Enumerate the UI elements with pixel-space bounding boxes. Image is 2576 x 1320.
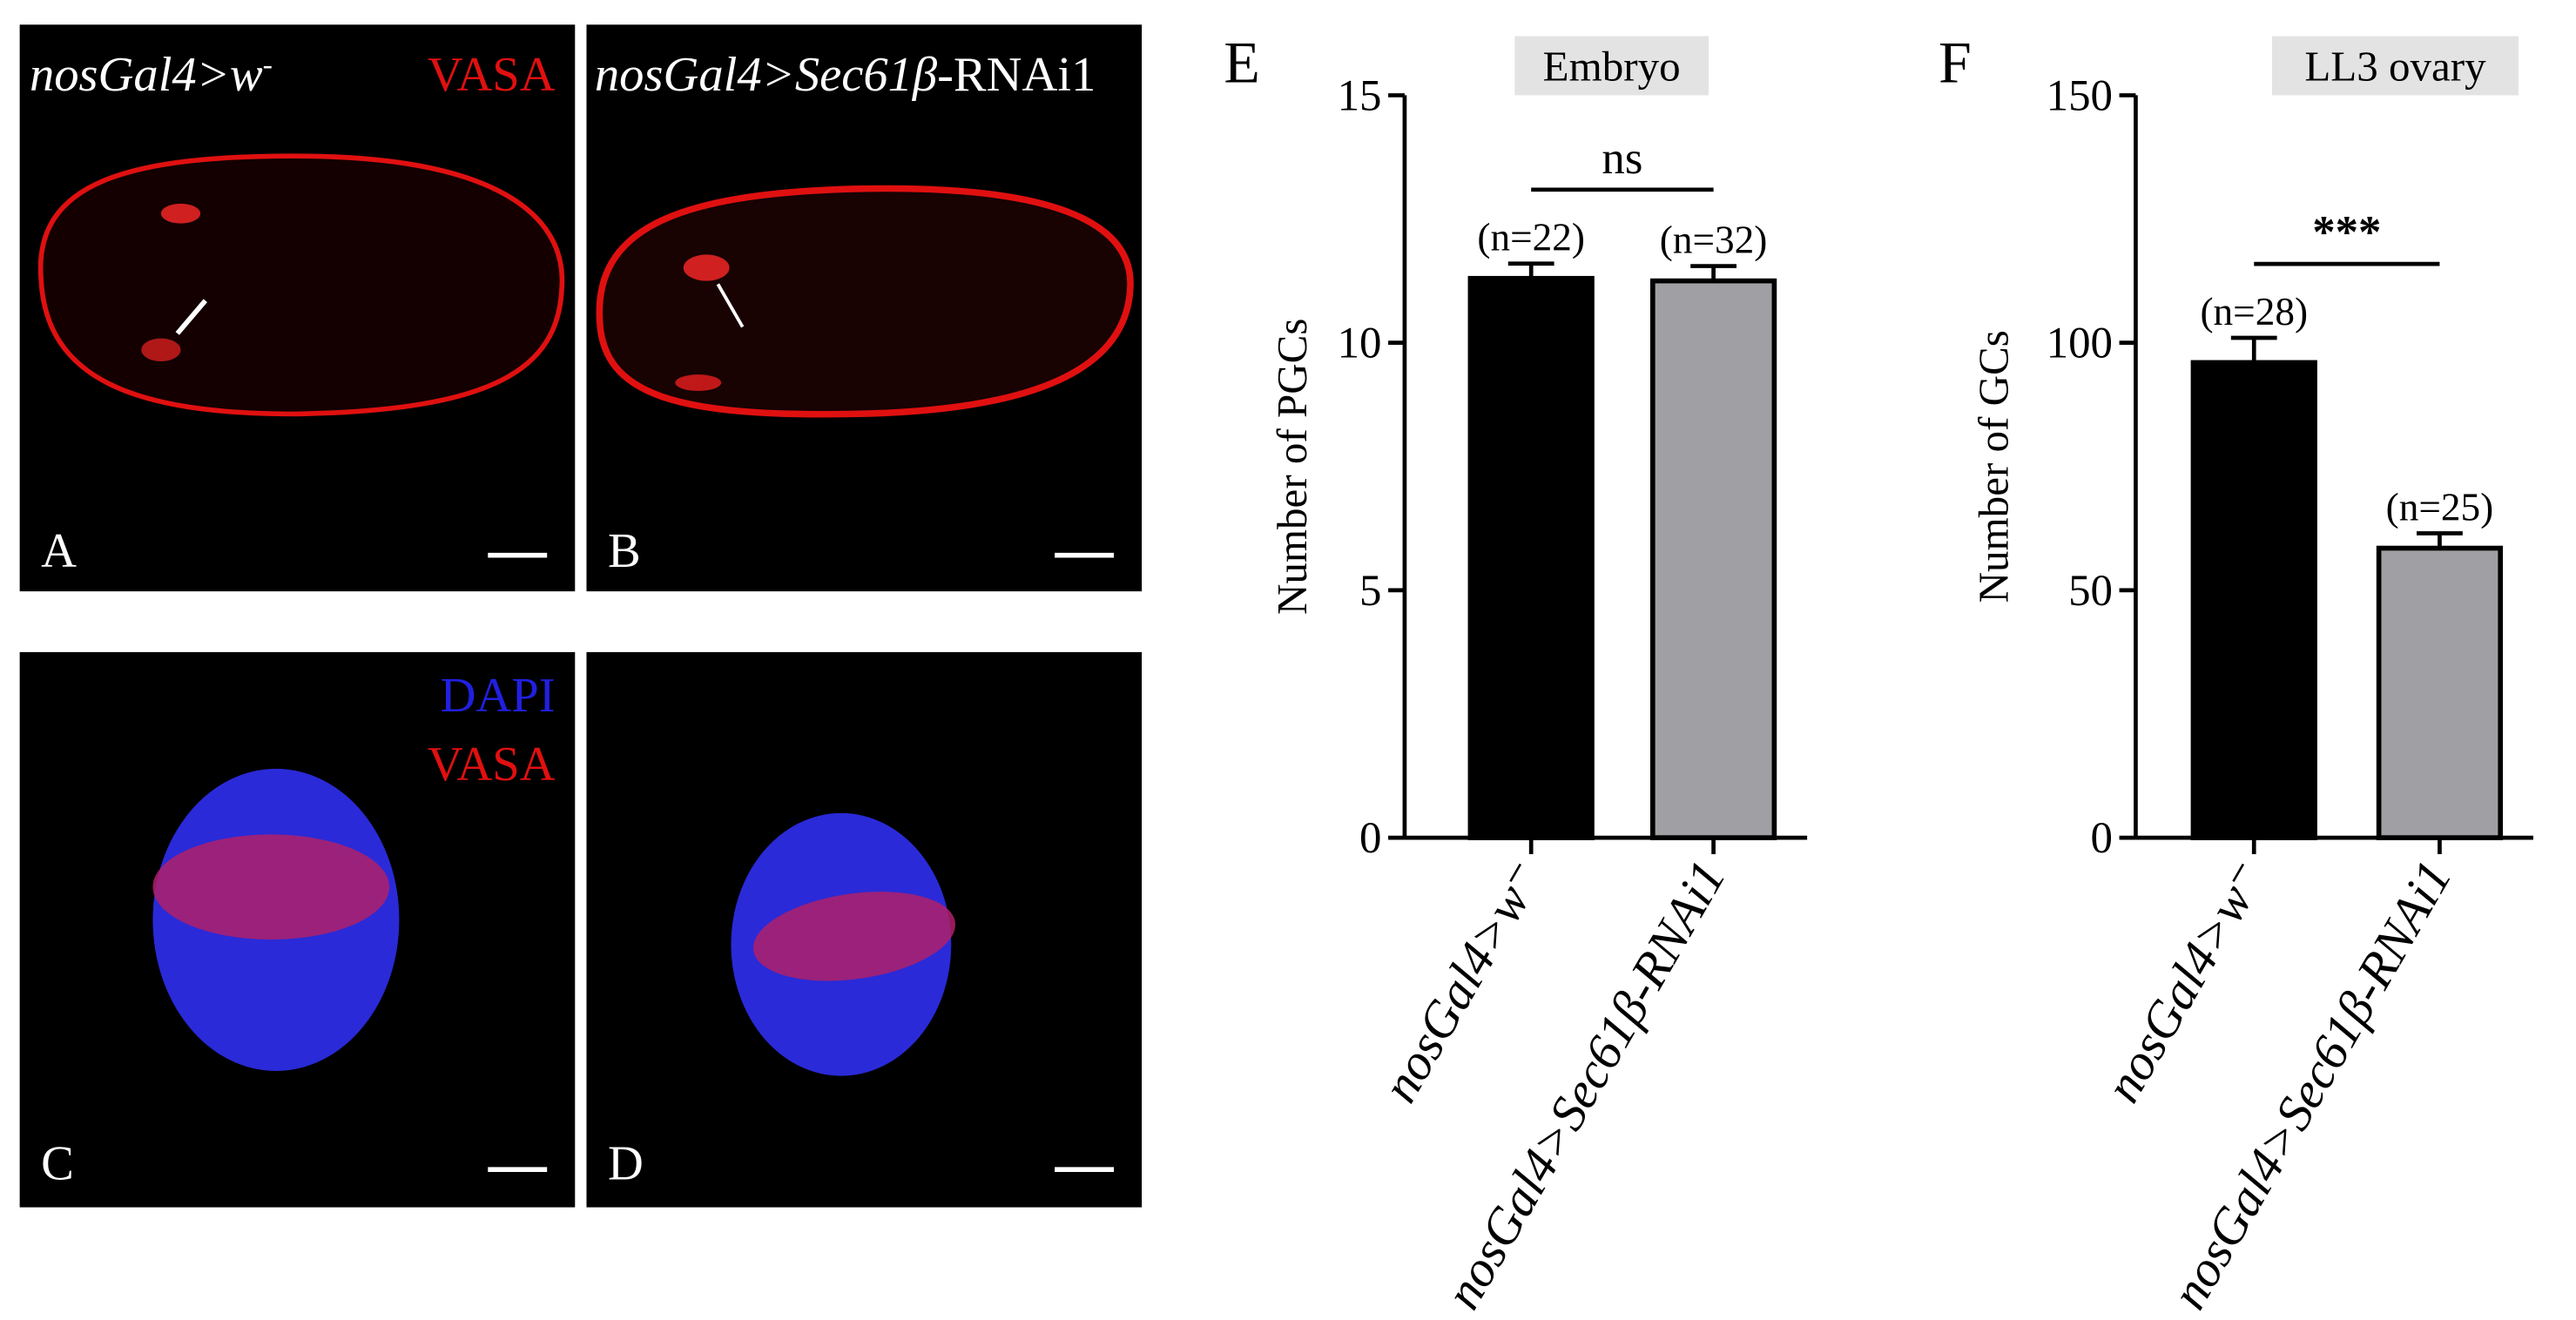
panel-letter: D	[608, 1137, 644, 1191]
x-tick-label: nosGal4>w⁻	[1372, 852, 1554, 1112]
panel-letter: C	[41, 1137, 74, 1191]
x-tick-label: nosGal4>w⁻	[2094, 852, 2277, 1112]
bar-label: (n=22)	[1477, 216, 1585, 259]
stain: DAPI	[441, 669, 556, 723]
y-tick-label: 100	[2047, 320, 2113, 368]
pgc-cluster	[675, 374, 722, 391]
y-tick-label: 15	[1338, 71, 1382, 120]
significance: ns	[1602, 133, 1642, 184]
significance: ***	[2312, 207, 2381, 258]
panel-letter: E	[1224, 29, 1259, 95]
vasa-region	[152, 834, 390, 940]
y-tick-label: 0	[1359, 814, 1381, 863]
arrow	[175, 299, 207, 335]
panel-letter: A	[41, 524, 77, 578]
bar	[1467, 275, 1595, 840]
panel-letter: B	[608, 524, 641, 578]
bar-label: (n=32)	[1660, 218, 1768, 261]
genotype: nosGal4>w-	[30, 48, 273, 102]
chart-title: Embryo	[1543, 42, 1681, 90]
y-tick-label: 5	[1359, 567, 1381, 616]
embryo	[37, 153, 565, 417]
stain: VASA	[428, 737, 556, 791]
bar-label: (n=25)	[2386, 485, 2494, 529]
pgc-cluster	[683, 254, 730, 281]
title-box	[1514, 36, 1709, 96]
y-tick-label: 10	[1338, 320, 1382, 368]
pgc-cluster	[141, 338, 181, 362]
pgc-cluster	[160, 203, 201, 224]
bar	[2376, 545, 2504, 840]
y-tick-label: 0	[2091, 814, 2113, 863]
embryo	[596, 185, 1134, 418]
vasa-region	[752, 892, 955, 981]
stain: VASA	[428, 48, 556, 102]
y-axis-label: Number of PGCs	[1268, 319, 1316, 615]
arrow	[716, 283, 745, 328]
panel-letter: F	[1939, 29, 1972, 95]
chart-title: LL3 ovary	[2304, 42, 2486, 90]
genotype: nosGal4>Sec61β-RNAi1	[595, 48, 1096, 102]
y-tick-label: 150	[2047, 71, 2113, 120]
bar	[1649, 278, 1777, 840]
y-tick-label: 50	[2068, 567, 2113, 616]
title-box	[2272, 36, 2519, 96]
y-axis-label: Number of GCs	[1969, 330, 2017, 603]
bar	[2190, 360, 2317, 840]
bar-label: (n=28)	[2200, 290, 2308, 333]
